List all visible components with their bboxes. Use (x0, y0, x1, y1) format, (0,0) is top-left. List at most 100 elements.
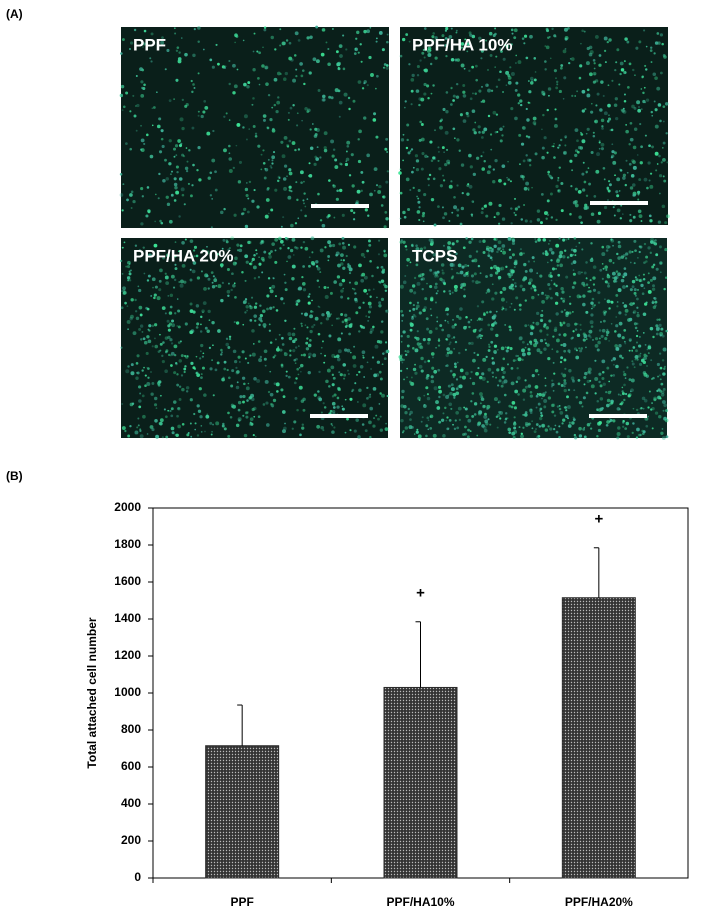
cell (494, 397, 498, 401)
cell (445, 110, 448, 113)
cell (424, 361, 427, 364)
cell (479, 240, 482, 243)
cell (664, 366, 666, 368)
cell (635, 355, 639, 359)
cell (590, 320, 594, 324)
cell (206, 329, 209, 332)
cell (306, 36, 309, 39)
cell (165, 436, 168, 439)
cell (236, 123, 240, 127)
cell (263, 162, 266, 165)
cell (643, 278, 646, 281)
cell (171, 342, 173, 344)
cell (643, 287, 645, 289)
cell (465, 349, 467, 351)
cell (597, 341, 601, 345)
cell (541, 193, 544, 196)
cell (662, 428, 664, 430)
cell (423, 193, 426, 196)
cell (621, 279, 625, 283)
cell (519, 426, 521, 428)
cell (617, 209, 621, 213)
cell (242, 350, 245, 353)
cell (643, 312, 647, 316)
cell (296, 409, 299, 412)
cell (189, 330, 193, 334)
cell (597, 291, 600, 294)
cell (411, 317, 414, 320)
cell (463, 119, 467, 123)
cell (611, 150, 614, 153)
cell (583, 162, 585, 164)
cell (452, 127, 455, 130)
cell (322, 28, 326, 32)
cell (226, 338, 228, 340)
cell (621, 109, 623, 111)
cell (406, 124, 409, 127)
cell (355, 48, 357, 50)
cell (298, 287, 302, 291)
cell (466, 274, 469, 277)
cell (271, 155, 275, 159)
cell (427, 397, 430, 400)
cell (480, 272, 482, 274)
cell (451, 58, 455, 62)
cell (595, 35, 599, 39)
cell (308, 371, 311, 374)
cell (325, 295, 329, 299)
cell (651, 111, 653, 113)
cell (495, 334, 498, 337)
cell (309, 36, 312, 39)
cell (639, 123, 641, 125)
cell (290, 224, 294, 228)
cell (154, 403, 157, 406)
cell (600, 321, 602, 323)
cell (581, 133, 583, 135)
cell (545, 385, 547, 387)
cell (513, 359, 516, 362)
cell (659, 245, 662, 248)
cell (626, 160, 628, 162)
cell (238, 417, 242, 421)
cell (482, 358, 486, 362)
cell (514, 416, 516, 418)
cell (548, 396, 551, 399)
cell (297, 217, 299, 219)
cell (442, 272, 445, 275)
cell (570, 185, 572, 187)
cell (649, 219, 652, 222)
cell (445, 55, 447, 57)
cell (277, 96, 279, 98)
cell (524, 379, 526, 381)
cell (476, 435, 478, 437)
cell (623, 373, 626, 376)
cell (462, 433, 465, 436)
cell (350, 352, 352, 354)
cell (482, 151, 484, 153)
cell (302, 423, 304, 425)
cell (254, 277, 256, 279)
cell (530, 343, 532, 345)
cell (615, 117, 618, 120)
cell (300, 170, 304, 174)
cell (162, 341, 165, 344)
cell (475, 372, 479, 376)
cell (648, 352, 650, 354)
cell (593, 135, 596, 138)
cell (301, 75, 304, 78)
cell (363, 116, 366, 119)
cell (637, 109, 641, 113)
cell (538, 403, 541, 406)
cell (443, 151, 445, 153)
cell (402, 359, 404, 361)
cell (319, 271, 321, 273)
cell (604, 50, 606, 52)
cell (578, 347, 580, 349)
cell (584, 206, 588, 210)
cell (140, 338, 142, 340)
cell (663, 180, 666, 183)
cell (228, 145, 231, 148)
cell (563, 385, 565, 387)
cell (624, 267, 627, 270)
cell (327, 287, 329, 289)
